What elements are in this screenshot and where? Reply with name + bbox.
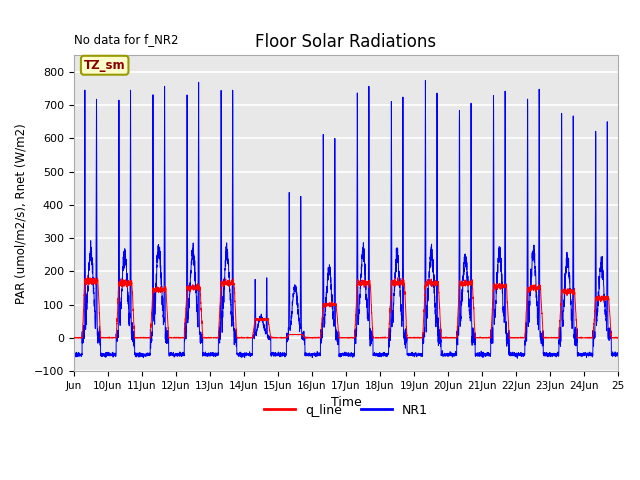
Text: TZ_sm: TZ_sm <box>84 59 125 72</box>
Text: No data for f_NR2: No data for f_NR2 <box>74 33 178 46</box>
Title: Floor Solar Radiations: Floor Solar Radiations <box>255 33 436 51</box>
Legend: q_line, NR1: q_line, NR1 <box>259 399 433 422</box>
X-axis label: Time: Time <box>331 396 362 409</box>
Y-axis label: PAR (umol/m2/s), Rnet (W/m2): PAR (umol/m2/s), Rnet (W/m2) <box>15 123 28 303</box>
